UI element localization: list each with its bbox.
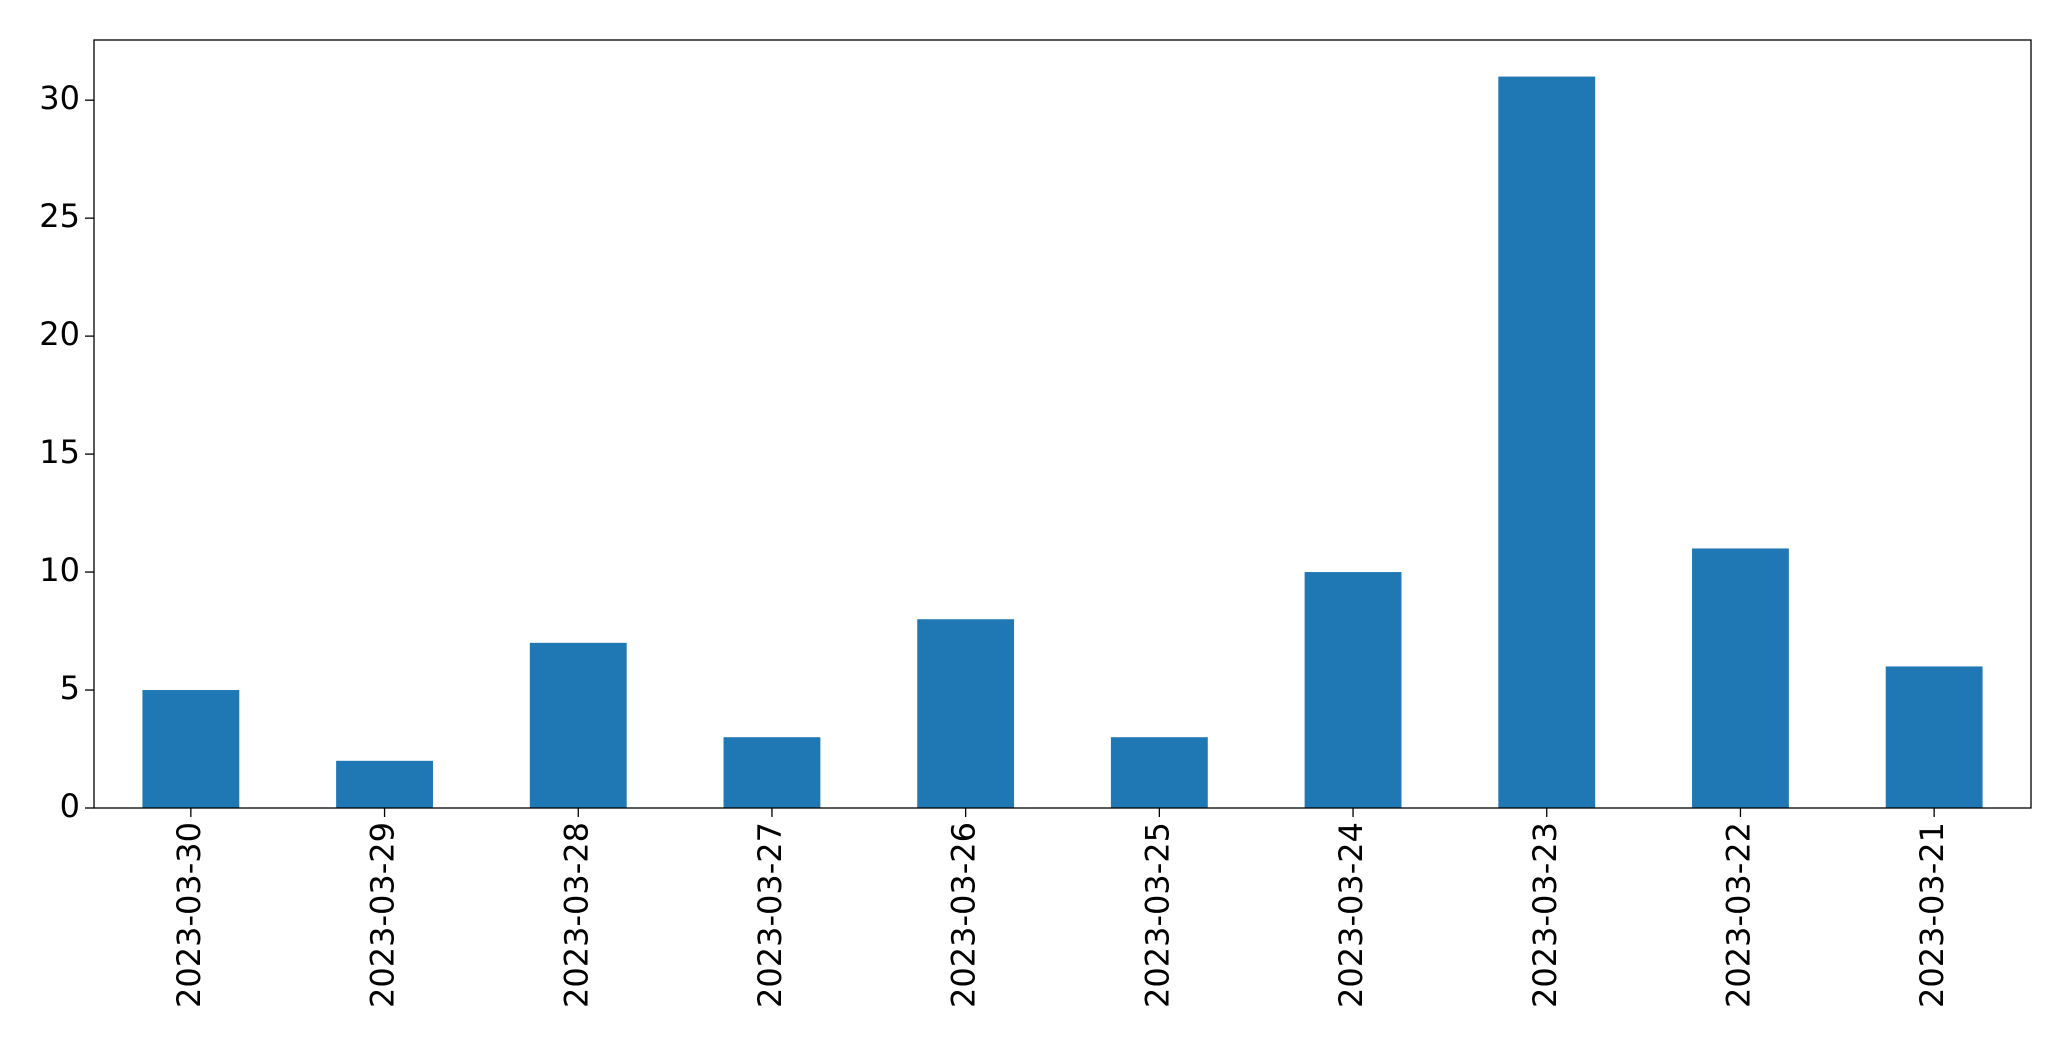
bar <box>336 760 433 808</box>
bar <box>529 642 627 808</box>
bar <box>1110 737 1208 808</box>
y-tick-label: 25 <box>39 197 80 235</box>
y-tick-label: 15 <box>39 433 80 471</box>
x-tick-label: 2023-03-29 <box>364 822 402 1008</box>
bar <box>1304 572 1402 808</box>
x-tick-label: 2023-03-21 <box>1913 822 1951 1008</box>
bar <box>1885 666 1983 808</box>
bar <box>917 619 1015 808</box>
x-tick-label: 2023-03-25 <box>1138 822 1176 1008</box>
x-tick-label: 2023-03-22 <box>1719 822 1757 1008</box>
y-tick-label: 10 <box>39 551 80 589</box>
x-tick-label: 2023-03-24 <box>1332 822 1370 1008</box>
x-tick-label: 2023-03-28 <box>557 822 595 1008</box>
x-tick-label: 2023-03-27 <box>751 822 789 1008</box>
y-tick-label: 30 <box>39 79 80 117</box>
x-tick-label: 2023-03-26 <box>945 822 983 1008</box>
y-tick-label: 5 <box>60 669 80 707</box>
y-tick-label: 20 <box>39 315 80 353</box>
bar <box>142 690 240 808</box>
y-tick-label: 0 <box>60 787 80 825</box>
bar <box>1692 548 1789 808</box>
x-tick-label: 2023-03-23 <box>1526 822 1564 1008</box>
x-tick-label: 2023-03-30 <box>170 822 208 1008</box>
bar <box>723 737 821 808</box>
bar <box>1498 76 1596 809</box>
plot-frame <box>93 39 2032 809</box>
